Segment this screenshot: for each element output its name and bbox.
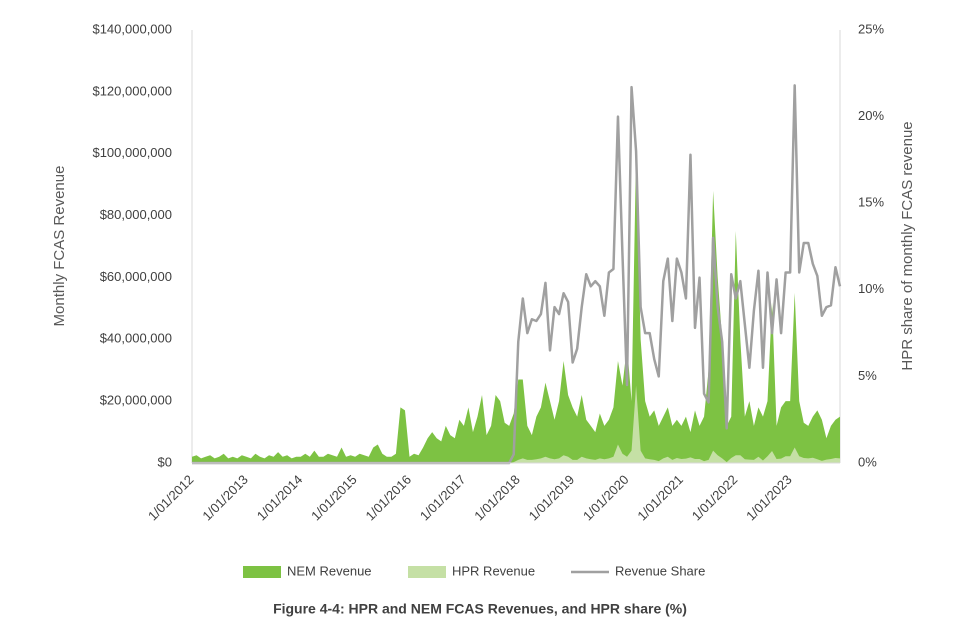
- y-tick-label: $100,000,000: [92, 145, 172, 160]
- y-tick-label: $0: [158, 454, 172, 469]
- y2-tick-label: 20%: [858, 108, 884, 123]
- x-tick-label: 1/01/2018: [471, 472, 523, 524]
- y2-axis-title: HPR share of monthly FCAS revenue: [899, 121, 916, 370]
- x-tick-label: 1/01/2023: [743, 472, 795, 524]
- y-tick-label: $140,000,000: [92, 21, 172, 36]
- legend-label: NEM Revenue: [287, 563, 372, 578]
- legend-label: HPR Revenue: [452, 563, 535, 578]
- y-tick-label: $80,000,000: [100, 207, 172, 222]
- legend-swatch: [243, 566, 281, 578]
- y2-tick-label: 10%: [858, 281, 884, 296]
- y-tick-label: $20,000,000: [100, 393, 172, 408]
- x-tick-label: 1/01/2012: [145, 472, 197, 524]
- x-tick-label: 1/01/2013: [199, 472, 251, 524]
- x-tick-label: 1/01/2021: [634, 472, 686, 524]
- caption: Figure 4-4: HPR and NEM FCAS Revenues, a…: [273, 601, 687, 617]
- y-axis-title: Monthly FCAS Revenue: [51, 166, 68, 327]
- x-tick-label: 1/01/2022: [689, 472, 741, 524]
- x-tick-label: 1/01/2015: [308, 472, 360, 524]
- y-tick-label: $120,000,000: [92, 83, 172, 98]
- y2-tick-label: 5%: [858, 368, 877, 383]
- x-tick-label: 1/01/2016: [363, 472, 415, 524]
- x-tick-label: 1/01/2020: [580, 472, 632, 524]
- y-tick-label: $40,000,000: [100, 331, 172, 346]
- x-tick-label: 1/01/2019: [526, 472, 578, 524]
- legend-swatch: [408, 566, 446, 578]
- legend-label: Revenue Share: [615, 563, 705, 578]
- y2-tick-label: 15%: [858, 195, 884, 210]
- y-tick-label: $60,000,000: [100, 269, 172, 284]
- y2-tick-label: 25%: [858, 21, 884, 36]
- x-tick-label: 1/01/2017: [417, 472, 469, 524]
- y2-tick-label: 0%: [858, 454, 877, 469]
- x-tick-label: 1/01/2014: [254, 472, 306, 524]
